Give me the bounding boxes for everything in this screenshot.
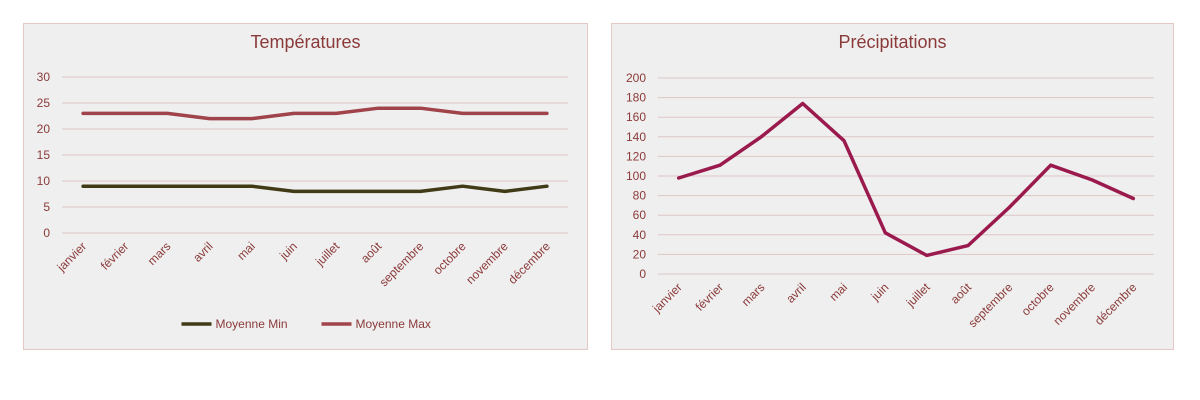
x-tick-label: janvier bbox=[649, 280, 685, 316]
legend-label: Moyenne Max bbox=[356, 317, 431, 331]
x-tick-label: avril bbox=[190, 239, 215, 264]
y-tick-label: 0 bbox=[639, 267, 646, 281]
data-point bbox=[925, 253, 929, 257]
x-tick-label: février bbox=[693, 280, 726, 313]
data-point bbox=[165, 111, 169, 115]
series-line bbox=[676, 101, 1136, 258]
data-point bbox=[250, 184, 254, 188]
y-tick-label: 140 bbox=[626, 130, 646, 144]
x-tick-label: mai bbox=[827, 280, 851, 304]
x-tick-label: décembre bbox=[505, 239, 553, 287]
x-tick-label: août bbox=[948, 280, 975, 307]
y-tick-label: 100 bbox=[626, 169, 646, 183]
data-point bbox=[1007, 205, 1011, 209]
data-point bbox=[718, 163, 722, 167]
data-point bbox=[165, 184, 169, 188]
data-point bbox=[376, 189, 380, 193]
y-tick-label: 200 bbox=[626, 71, 646, 85]
y-tick-label: 15 bbox=[37, 148, 51, 162]
y-tick-label: 25 bbox=[37, 96, 51, 110]
data-point bbox=[883, 231, 887, 235]
x-tick-label: mars bbox=[145, 239, 174, 268]
data-point bbox=[966, 244, 970, 248]
chart-title: Températures bbox=[250, 32, 361, 52]
data-point bbox=[376, 106, 380, 110]
data-point bbox=[842, 139, 846, 143]
x-tick-label: juillet bbox=[312, 239, 342, 269]
precipitation-chart-panel: Précipitations 0 20 40 60 80 100 120 140 160 180 2… bbox=[611, 23, 1174, 350]
x-tick-label: octobre bbox=[430, 239, 468, 277]
series-line bbox=[81, 106, 549, 121]
x-tick-label: juin bbox=[868, 280, 892, 304]
data-point bbox=[81, 111, 85, 115]
data-point bbox=[418, 189, 422, 193]
data-point bbox=[759, 135, 763, 139]
y-tick-label: 120 bbox=[626, 149, 646, 163]
y-tick-label: 180 bbox=[626, 91, 646, 105]
data-point bbox=[418, 106, 422, 110]
data-point bbox=[1049, 163, 1053, 167]
chart-title: Précipitations bbox=[838, 32, 947, 52]
y-tick-label: 5 bbox=[43, 200, 50, 214]
x-tick-label: février bbox=[98, 239, 131, 272]
data-point bbox=[801, 101, 805, 105]
y-tick-label: 0 bbox=[43, 226, 50, 240]
y-tick-label: 20 bbox=[37, 122, 51, 136]
x-tick-label: septembre bbox=[965, 280, 1015, 330]
data-point bbox=[461, 111, 465, 115]
data-point bbox=[123, 184, 127, 188]
data-point bbox=[250, 117, 254, 121]
precipitation-chart: 0 20 40 60 80 100 120 140 160 180 200 janvier févrie… bbox=[626, 71, 1154, 330]
legend-label: Moyenne Min bbox=[216, 317, 288, 331]
x-tick-label: décembre bbox=[1092, 280, 1140, 328]
data-point bbox=[208, 117, 212, 121]
y-tick-label: 30 bbox=[37, 70, 51, 84]
temperature-chart-panel: Températures 0 5 10 15 20 25 30 janvier février m… bbox=[23, 23, 588, 350]
x-tick-label: mars bbox=[739, 280, 768, 309]
data-point bbox=[81, 184, 85, 188]
data-point bbox=[461, 184, 465, 188]
data-point bbox=[334, 111, 338, 115]
y-tick-label: 10 bbox=[37, 174, 51, 188]
data-point bbox=[1090, 178, 1094, 182]
x-tick-label: novembre bbox=[463, 239, 511, 287]
x-tick-label: octobre bbox=[1019, 280, 1057, 318]
y-tick-label: 60 bbox=[633, 208, 647, 222]
data-point bbox=[292, 189, 296, 193]
data-point bbox=[503, 189, 507, 193]
data-point bbox=[503, 111, 507, 115]
x-tick-label: janvier bbox=[54, 239, 90, 275]
x-tick-label: juin bbox=[276, 239, 300, 263]
x-tick-label: juillet bbox=[903, 280, 933, 310]
data-point bbox=[292, 111, 296, 115]
x-tick-label: avril bbox=[783, 280, 808, 305]
series-line bbox=[81, 184, 549, 194]
data-point bbox=[545, 111, 549, 115]
y-tick-label: 20 bbox=[633, 247, 647, 261]
x-tick-label: août bbox=[358, 239, 385, 266]
x-tick-label: septembre bbox=[377, 239, 427, 289]
x-tick-label: mai bbox=[234, 239, 258, 263]
data-point bbox=[545, 184, 549, 188]
data-point bbox=[334, 189, 338, 193]
y-tick-label: 160 bbox=[626, 110, 646, 124]
y-tick-label: 80 bbox=[633, 189, 647, 203]
data-point bbox=[123, 111, 127, 115]
x-tick-label: novembre bbox=[1050, 280, 1098, 328]
y-tick-label: 40 bbox=[633, 228, 647, 242]
data-point bbox=[677, 176, 681, 180]
data-point bbox=[1131, 197, 1135, 201]
data-point bbox=[208, 184, 212, 188]
